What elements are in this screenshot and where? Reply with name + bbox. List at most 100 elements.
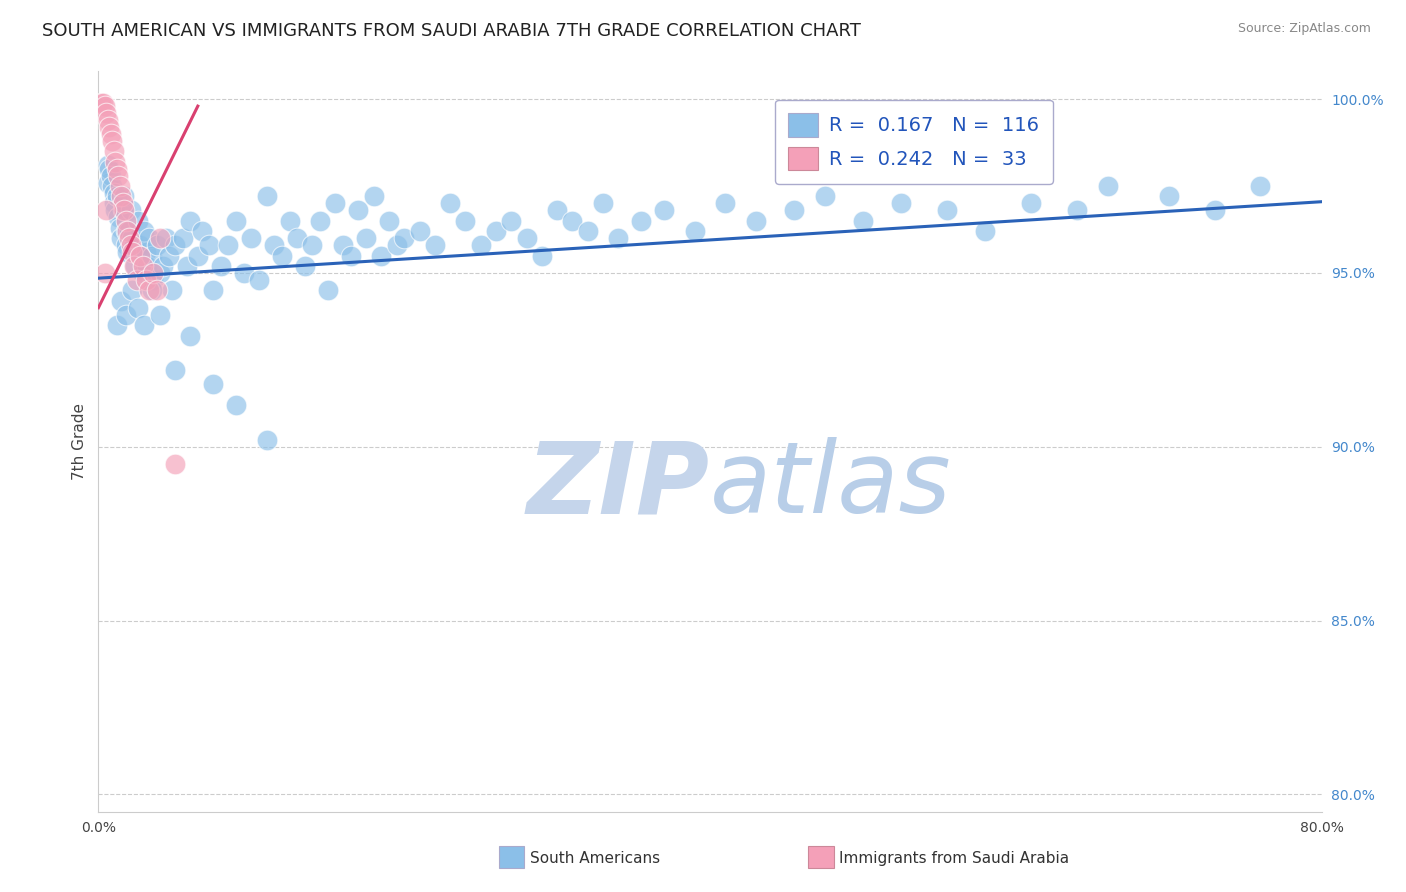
Point: [256, 433, 278, 447]
Point: [125, 245, 148, 260]
Point: [149, 266, 172, 280]
Point: [160, 283, 183, 297]
Point: [145, 238, 167, 252]
Point: [561, 214, 583, 228]
Point: [294, 259, 316, 273]
Point: [129, 249, 152, 263]
Point: [332, 238, 354, 252]
Y-axis label: 7th Grade: 7th Grade: [72, 403, 87, 480]
Point: [104, 203, 127, 218]
Point: [122, 238, 145, 252]
Point: [94, 106, 117, 120]
Point: [110, 189, 132, 203]
Point: [378, 214, 401, 228]
Point: [354, 231, 377, 245]
Point: [546, 203, 568, 218]
Point: [101, 134, 124, 148]
Point: [745, 214, 768, 228]
Point: [103, 186, 125, 200]
Point: [247, 273, 270, 287]
Point: [485, 224, 508, 238]
Point: [104, 154, 127, 169]
Point: [142, 273, 165, 287]
Point: [90, 95, 112, 110]
Point: [155, 231, 177, 245]
Point: [98, 120, 121, 134]
Point: [163, 363, 186, 377]
Point: [439, 196, 461, 211]
Point: [408, 224, 430, 238]
Point: [363, 189, 385, 203]
Point: [1249, 179, 1271, 194]
Point: [316, 283, 339, 297]
Point: [135, 273, 157, 287]
Point: [98, 161, 121, 176]
Point: [91, 95, 114, 110]
Point: [240, 231, 263, 245]
Point: [187, 249, 209, 263]
Point: [100, 169, 122, 183]
Point: [285, 231, 308, 245]
Point: [108, 220, 131, 235]
Point: [142, 266, 165, 280]
Point: [135, 245, 157, 260]
Point: [136, 259, 159, 273]
Point: [163, 238, 186, 252]
Point: [115, 214, 138, 228]
Point: [163, 457, 186, 471]
Point: [120, 238, 142, 252]
Point: [1097, 179, 1119, 194]
Point: [157, 249, 180, 263]
Point: [454, 214, 477, 228]
Point: [179, 328, 201, 343]
Point: [501, 214, 523, 228]
Point: [683, 224, 706, 238]
Point: [263, 238, 285, 252]
Point: [105, 318, 128, 332]
Point: [423, 238, 446, 252]
Point: [347, 203, 370, 218]
Point: [110, 231, 132, 245]
Point: [1066, 203, 1088, 218]
Point: [814, 189, 837, 203]
Point: [121, 245, 143, 260]
Point: [127, 301, 149, 315]
Point: [576, 224, 599, 238]
Point: [141, 249, 163, 263]
Point: [122, 259, 145, 273]
Point: [132, 259, 155, 273]
Point: [516, 231, 538, 245]
Point: [202, 377, 225, 392]
Point: [301, 238, 323, 252]
Point: [93, 266, 115, 280]
Text: ZIP: ZIP: [527, 437, 710, 534]
Point: [309, 214, 332, 228]
Point: [111, 203, 134, 218]
Point: [191, 224, 214, 238]
Point: [783, 203, 806, 218]
Point: [93, 99, 115, 113]
Point: [112, 203, 135, 218]
Point: [149, 231, 172, 245]
Point: [115, 224, 138, 238]
Point: [107, 169, 129, 183]
Point: [152, 259, 174, 273]
Point: [202, 283, 225, 297]
Point: [101, 179, 124, 194]
Point: [105, 189, 128, 203]
Point: [172, 231, 194, 245]
Point: [124, 259, 146, 273]
Point: [630, 214, 652, 228]
Point: [97, 176, 120, 190]
Point: [97, 158, 120, 172]
Point: [128, 238, 150, 252]
Point: [325, 196, 347, 211]
Legend: R =  0.167   N =  116, R =  0.242   N =  33: R = 0.167 N = 116, R = 0.242 N = 33: [775, 100, 1053, 184]
Point: [100, 127, 122, 141]
Point: [714, 196, 737, 211]
Point: [94, 203, 117, 218]
Point: [225, 214, 247, 228]
Point: [125, 273, 148, 287]
Text: SOUTH AMERICAN VS IMMIGRANTS FROM SAUDI ARABIA 7TH GRADE CORRELATION CHART: SOUTH AMERICAN VS IMMIGRANTS FROM SAUDI …: [42, 22, 860, 40]
Point: [652, 203, 675, 218]
